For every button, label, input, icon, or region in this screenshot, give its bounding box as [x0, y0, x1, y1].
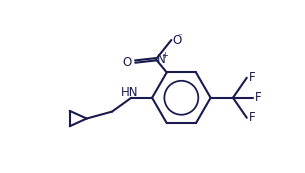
Text: F: F	[255, 91, 262, 104]
Text: F: F	[249, 111, 256, 124]
Text: ⁻: ⁻	[178, 32, 182, 41]
Text: HN: HN	[121, 86, 138, 99]
Text: +: +	[161, 51, 168, 60]
Text: N: N	[157, 53, 165, 66]
Text: F: F	[249, 71, 256, 84]
Text: O: O	[172, 34, 181, 47]
Text: O: O	[122, 56, 131, 69]
